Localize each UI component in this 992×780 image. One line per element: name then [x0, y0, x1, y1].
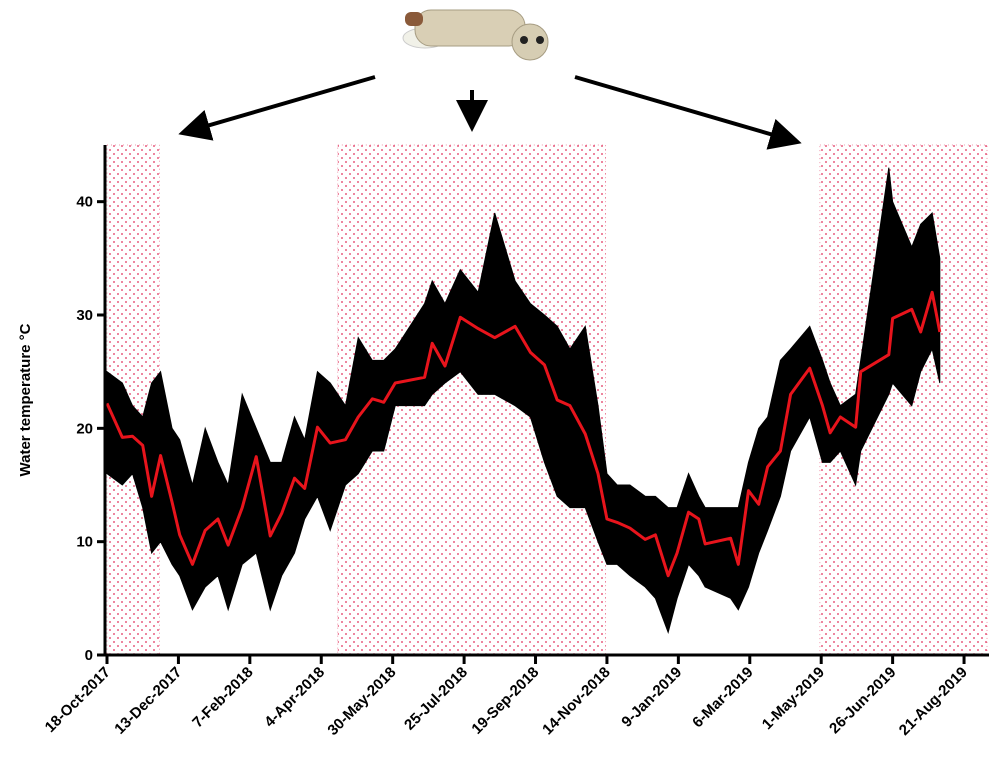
x-tick-label: 9-Jan-2019: [618, 664, 685, 731]
shaded-period: [820, 145, 987, 655]
y-axis-label: Water temperature °C: [17, 323, 34, 476]
x-tick-label: 1-May-2019: [759, 664, 828, 733]
x-tick-label: 4-Apr-2018: [261, 664, 328, 731]
x-tick-label: 14-Nov-2018: [539, 664, 614, 739]
chart: Water temperature °C 0 10 20 30 40 18-Oct-201…: [0, 0, 992, 775]
x-tick-label: 6-Mar-2019: [689, 664, 756, 731]
x-tick-label: 26-Jun-2019: [826, 664, 899, 737]
x-tick-label: 18-Oct-2017: [42, 664, 114, 736]
y-tick-label: 10: [76, 534, 93, 551]
x-tick-label: 7-Feb-2018: [189, 664, 256, 731]
x-tick-label: 25-Jul-2018: [401, 664, 471, 734]
y-tick-label: 30: [76, 307, 93, 324]
y-tick-label: 40: [76, 194, 93, 211]
x-tick-label: 21-Aug-2019: [896, 664, 971, 739]
arrows: [186, 77, 794, 141]
larva-icon: [403, 10, 548, 60]
x-tick-label: 30-May-2018: [324, 664, 399, 739]
y-tick-label: 0: [85, 647, 93, 664]
x-tick-label: 13-Dec-2017: [111, 664, 185, 738]
x-tick-label: 19-Sep-2018: [468, 664, 542, 738]
y-tick-label: 20: [76, 420, 93, 437]
